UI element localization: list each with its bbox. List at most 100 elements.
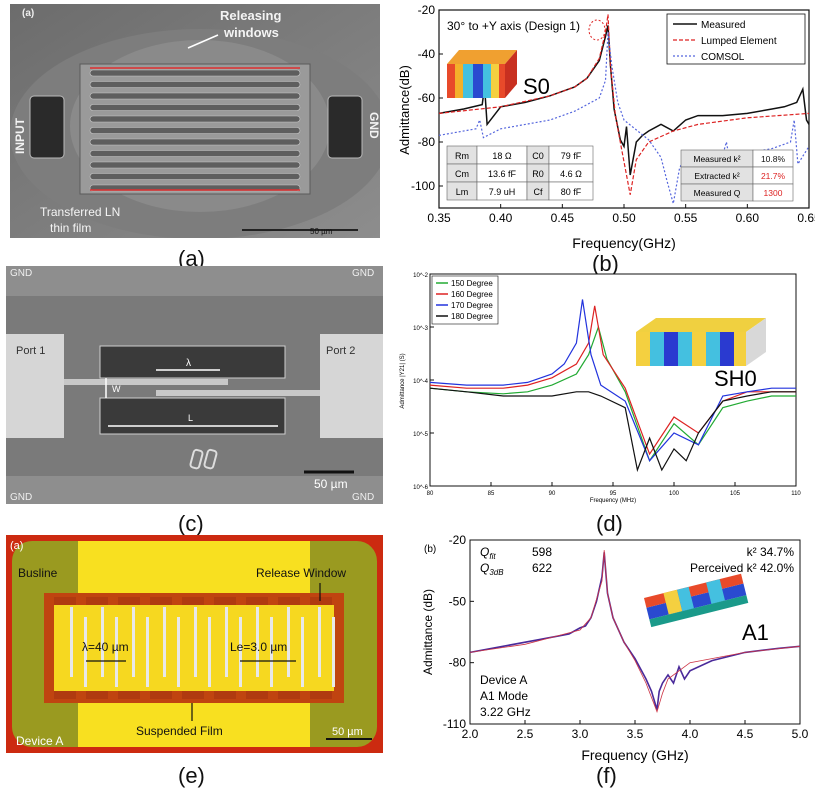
- gnd-bl: GND: [10, 492, 32, 503]
- x-tick-label: 90: [549, 491, 556, 497]
- legend-b-measured: Measured: [701, 20, 745, 31]
- x-tick-label: 0.35: [427, 211, 451, 225]
- a1-mode-image: [644, 573, 749, 628]
- device-a-f-label: Device A: [480, 673, 527, 687]
- x-tick-label: 3.5: [627, 727, 644, 741]
- sh0-label: SH0: [714, 366, 757, 391]
- caption-d: (d): [596, 511, 623, 536]
- y-tick-label: 10^-3: [413, 326, 428, 332]
- y-tick-label: 10^-5: [413, 432, 428, 438]
- series-line-lumped-element: [438, 14, 810, 195]
- table-cell: Measured Q: [694, 188, 741, 198]
- y-tick-label: -80: [418, 135, 436, 149]
- table-cell: 21.7%: [761, 171, 786, 181]
- table-cell: Lm: [456, 187, 469, 197]
- series-line-fit: [469, 550, 801, 713]
- y-tick-label: -20: [418, 3, 436, 17]
- lambda-label: λ: [186, 358, 191, 369]
- chart-b-ylabel: Admittance(dB): [397, 65, 412, 155]
- port1-label: Port 1: [16, 345, 45, 357]
- interdigital-electrodes: [54, 597, 335, 699]
- x-tick-label: 80: [427, 491, 434, 497]
- gnd-br: GND: [352, 492, 374, 503]
- chart-f-ylabel: Admittance (dB): [421, 589, 435, 675]
- chart-d-legend: 150 Degree 160 Degree 170 Degree 180 Degree: [431, 275, 499, 325]
- port2-label: Port 2: [326, 345, 355, 357]
- q3db-value: 622: [532, 561, 552, 575]
- a1-label: A1: [742, 620, 769, 645]
- table-cell: Cm: [455, 169, 469, 179]
- x-tick-label: 100: [669, 491, 680, 497]
- qfit-value: 598: [532, 545, 552, 559]
- releasing-windows-label: Releasing windows: [220, 8, 281, 40]
- device-a-e-label: Device A: [16, 734, 63, 748]
- x-tick-label: 4.5: [737, 727, 754, 741]
- scale-bar-a: 50 µm: [310, 227, 333, 236]
- series-line-180-degree: [429, 387, 796, 473]
- input-label: INPUT: [13, 117, 27, 154]
- x-tick-label: 0.40: [489, 211, 513, 225]
- sh0-mode-image: [636, 318, 766, 366]
- legend-d-item: 150 Degree: [451, 279, 493, 288]
- legend-b-comsol: COMSOL: [701, 52, 745, 63]
- series-line-150-degree: [429, 324, 796, 463]
- chart-d-ylabel: Admittance |Y21| (S): [400, 353, 406, 408]
- table-cell: C0: [532, 151, 544, 161]
- y-tick-label: -40: [418, 47, 436, 61]
- x-tick-label: 85: [488, 491, 495, 497]
- x-tick-label: 110: [791, 491, 801, 497]
- chart-b-xlabel: Frequency(GHz): [572, 235, 675, 251]
- y-tick-label: 10^-6: [413, 485, 428, 491]
- busline-label: Busline: [18, 566, 58, 580]
- caption-c: (c): [178, 511, 204, 536]
- transferred-film-label: Transferred LN thin film: [40, 205, 120, 235]
- table-cell: Cf: [534, 187, 543, 197]
- gnd-tl: GND: [10, 268, 32, 279]
- x-tick-label: 0.55: [674, 211, 698, 225]
- y-tick-label: -80: [449, 656, 467, 670]
- table-cell: 10.8%: [761, 154, 786, 164]
- table-cell: 4.6 Ω: [560, 169, 582, 179]
- release-window-label: Release Window: [256, 566, 346, 580]
- x-tick-label: 0.60: [736, 211, 760, 225]
- panel-c-sem-image: GND GND GND GND Port 1 Port 2 λ W L 50 µ…: [6, 266, 383, 504]
- k2-value: k² 34.7%: [747, 545, 795, 559]
- s0-label: S0: [523, 74, 550, 99]
- legend-b-lumped: Lumped Element: [701, 36, 777, 47]
- chart-b-legend: Measured Lumped Element COMSOL: [666, 13, 806, 65]
- table-cell: Extracted k²: [694, 171, 740, 181]
- perceived-k2-value: Perceived k² 42.0%: [690, 561, 794, 575]
- chart-f-xlabel: Frequency (GHz): [581, 747, 688, 763]
- caption-e: (e): [178, 763, 205, 788]
- y-tick-label: -20: [449, 534, 467, 547]
- x-tick-label: 105: [730, 491, 741, 497]
- k2-q-table: Measured k² 10.8% Extracted k² 21.7% Measure…: [680, 149, 794, 202]
- w-label: W: [112, 384, 121, 394]
- chart-b-title: 30° to +Y axis (Design 1): [447, 19, 580, 33]
- table-cell: 13.6 fF: [488, 169, 517, 179]
- table-cell: 7.9 uH: [489, 187, 516, 197]
- table-cell: Rm: [455, 151, 469, 161]
- x-tick-label: 5.0: [792, 727, 809, 741]
- x-tick-label: 2.0: [462, 727, 479, 741]
- panel-a-label: (a): [22, 8, 34, 19]
- y-tick-label: 10^-4: [413, 379, 428, 385]
- panel-e-label: (a): [10, 540, 23, 552]
- y-tick-label: 10^-2: [413, 273, 428, 279]
- y-tick-label: -50: [449, 594, 467, 608]
- x-tick-label: 4.0: [682, 727, 699, 741]
- x-tick-label: 3.0: [572, 727, 589, 741]
- gnd-tr: GND: [352, 268, 374, 279]
- panel-b-chart: 0.35 0.40 0.45 0.50 0.55 0.60 0.65 -20 -40 -60 -80…: [397, 3, 815, 251]
- panel-d-chart: 80 85 90 95 100 105 110 10^-2 10^-3 10^-4 10^-5 10^…: [400, 273, 801, 504]
- a1-mode-label: A1 Mode: [480, 689, 528, 703]
- electrode-fingers: [89, 67, 301, 192]
- panel-f-chart: 2.0 2.5 3.0 3.5 4.0 4.5 5.0-20-50-80-110 (b) Q…: [421, 534, 809, 763]
- series-line-160-degree: [429, 305, 796, 456]
- legend-d-item: 160 Degree: [451, 290, 493, 299]
- lambda-e-label: λ=40 µm: [82, 640, 129, 654]
- table-cell: 80 fF: [561, 187, 582, 197]
- panel-e-device-image: (a) Busline Release Window λ=40 µm Le=3.…: [6, 535, 383, 753]
- table-cell: Measured k²: [693, 154, 740, 164]
- x-tick-label: 0.45: [551, 211, 575, 225]
